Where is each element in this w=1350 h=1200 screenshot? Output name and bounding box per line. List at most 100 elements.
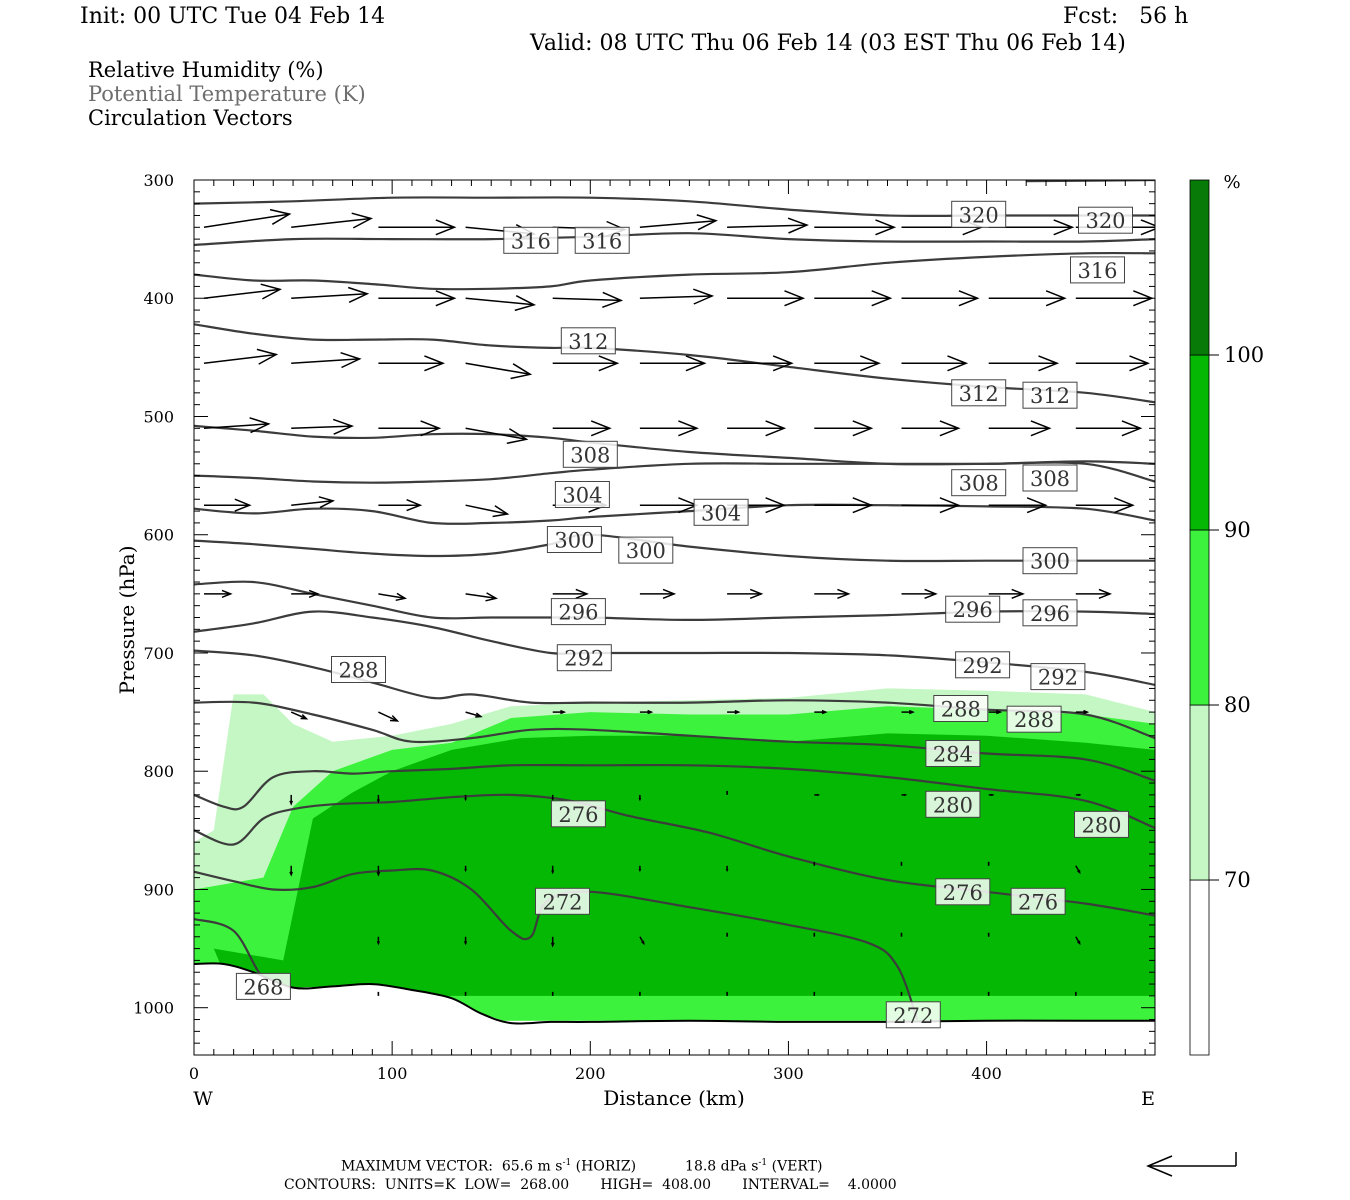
contour-label: 276	[550, 800, 606, 828]
theta-contour-272	[194, 867, 919, 1020]
x-tick-label: 100	[377, 1064, 408, 1083]
circulation-vector	[550, 936, 555, 948]
x-tick-label: 0	[189, 1064, 199, 1083]
x-tick-label: 400	[971, 1064, 1002, 1083]
contour-label-text: 268	[243, 975, 283, 999]
circulation-vector	[291, 286, 370, 303]
circulation-vector	[727, 217, 809, 234]
contour-label-text: 280	[1081, 813, 1121, 837]
y-tick-label: 800	[143, 762, 174, 781]
contour-label-text: 288	[338, 659, 378, 683]
below-surface-mask	[194, 963, 1155, 1055]
y-tick-label: 900	[143, 880, 174, 899]
contour-label-text: 304	[562, 484, 602, 508]
theta-contour-316	[194, 251, 1155, 291]
contour-label-text: 304	[701, 501, 741, 525]
circulation-vector	[727, 420, 787, 437]
theta-contour-308	[194, 461, 1155, 484]
footer-max-vector: MAXIMUM VECTOR: 65.6 m s-1 (HORIZ) 18.8 …	[341, 1158, 823, 1175]
circulation-vector	[639, 355, 707, 372]
circulation-vector	[464, 794, 467, 802]
axes: 300 400 500 600 700 800 900 1000 0 100 200 300 400	[133, 171, 1155, 1083]
contour-label: 284	[925, 740, 981, 767]
max-vert-sup: -1	[758, 1158, 768, 1168]
colorbar-segment	[1189, 529, 1210, 706]
contour-label-text: 308	[959, 472, 999, 496]
circulation-vector	[988, 420, 1052, 437]
contour-label: 288	[933, 695, 989, 722]
x-tick-label: 300	[773, 1064, 804, 1083]
colorbar: 70 80 90 100	[1189, 179, 1264, 1056]
circulation-vector	[464, 936, 468, 946]
circulation-vector	[203, 283, 283, 300]
colorbar-level-label: 90	[1224, 518, 1251, 542]
circulation-vector	[1075, 355, 1151, 372]
contour-label-text: 276	[1018, 890, 1058, 914]
contour-label-text: 308	[570, 443, 610, 467]
contour-label-box	[951, 469, 1007, 497]
max-horiz-sup: -1	[562, 1158, 572, 1168]
contour-labels: 320 320 316 316 316 312 312 312 308 308 308 304 304 3…	[235, 200, 1133, 1029]
circulation-vector	[901, 497, 961, 514]
circulation-vector	[727, 588, 764, 599]
circulation-vector	[1075, 290, 1154, 307]
y-tick-label: 1000	[133, 999, 174, 1018]
circulation-vector	[378, 420, 442, 437]
contour-label-box	[1030, 663, 1086, 691]
circulation-vector	[552, 291, 624, 309]
circulation-vector	[901, 290, 980, 307]
circulation-vector	[291, 418, 355, 435]
contour-label-text: 316	[511, 229, 551, 253]
circulation-vector	[291, 496, 336, 509]
circulation-vector	[988, 709, 1003, 715]
circulation-vector	[814, 219, 897, 236]
circulation-vector	[552, 709, 567, 715]
contour-label-text: 296	[1030, 602, 1070, 626]
contour-label-box	[885, 1001, 941, 1029]
circulation-vector	[376, 865, 381, 877]
contour-label: 300	[1022, 547, 1078, 575]
contour-label: 312	[951, 379, 1007, 407]
contour-label: 304	[554, 481, 610, 508]
circulation-vector	[901, 355, 969, 372]
circulation-vector	[901, 709, 915, 715]
circulation-vector	[551, 794, 554, 802]
circulation-vector	[204, 589, 233, 598]
contour-label: 272	[885, 1001, 941, 1029]
contour-label-box	[1078, 206, 1133, 234]
contour-label: 292	[556, 644, 612, 672]
theta-contour-300	[194, 533, 1155, 563]
contour-label: 276	[935, 878, 991, 906]
contour-label-box	[955, 651, 1011, 679]
circulation-vector	[291, 589, 320, 598]
circulation-vector	[378, 711, 400, 722]
contour-label-text: 288	[1014, 708, 1054, 732]
contour-label: 316	[503, 226, 559, 254]
contour-label: 280	[925, 790, 981, 818]
circulation-vector	[289, 865, 293, 877]
contour-label-box	[562, 440, 618, 468]
y-tick-label: 600	[143, 526, 174, 545]
circulation-vector	[1075, 936, 1081, 946]
colorbar-level-label: 80	[1224, 693, 1251, 717]
contour-label-box	[1022, 599, 1078, 627]
circulation-vector	[725, 865, 729, 873]
contour-label-box	[554, 481, 610, 508]
circulation-vector	[465, 592, 499, 602]
circulation-vector	[1075, 420, 1143, 437]
contour-label: 308	[562, 440, 618, 468]
contour-label-box	[1074, 810, 1129, 838]
reference-vector-head	[1146, 1155, 1173, 1177]
contour-label-box	[1010, 887, 1066, 915]
contour-label-box	[1070, 256, 1125, 284]
contour-label-box	[1022, 547, 1078, 575]
valid-time: Valid: 08 UTC Thu 06 Feb 14 (03 EST Thu …	[530, 31, 1126, 56]
circulation-vector	[814, 497, 874, 514]
circulation-vector	[291, 212, 374, 229]
forecast-hour: Fcst: 56 h	[1063, 4, 1189, 29]
contour-label-text: 316	[582, 229, 622, 253]
contour-label-text: 272	[893, 1004, 933, 1028]
contour-label: 316	[1070, 256, 1125, 284]
circulation-vector	[814, 420, 874, 437]
